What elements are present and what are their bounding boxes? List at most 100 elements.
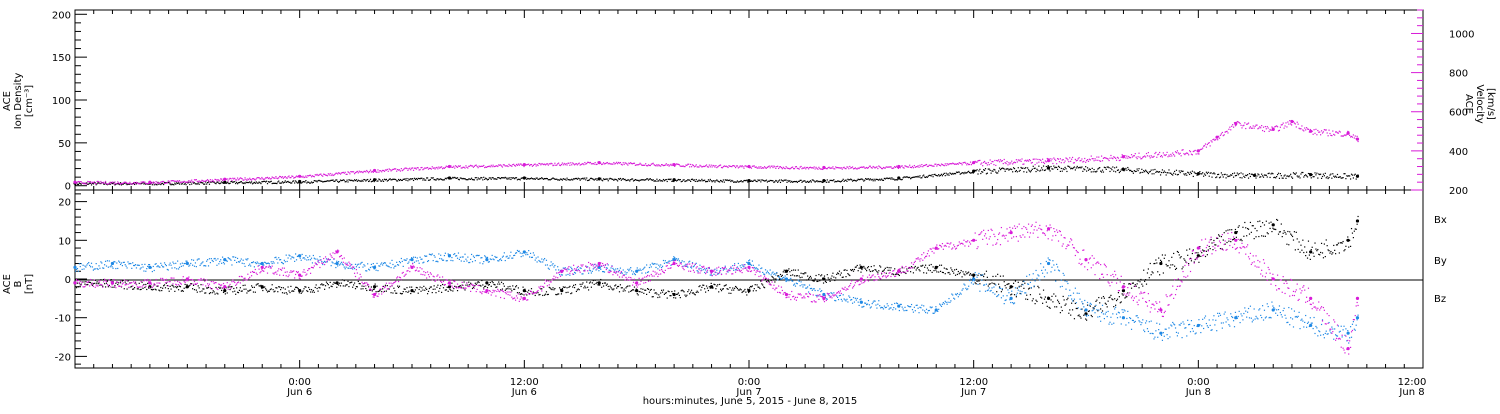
- bx-dot: [174, 291, 175, 292]
- bx-dot: [1263, 236, 1264, 237]
- velocity-dot: [1264, 131, 1265, 132]
- bx-dot: [894, 268, 895, 269]
- bx-dot: [878, 270, 879, 271]
- bx-dot: [1064, 305, 1065, 306]
- velocity-dot: [1348, 131, 1349, 132]
- velocity-dot: [792, 167, 793, 168]
- velocity-dot: [863, 166, 864, 167]
- velocity-dot: [1116, 160, 1117, 161]
- velocity-dot: [1244, 122, 1245, 123]
- velocity-dot: [1317, 130, 1318, 131]
- bx-dot: [335, 283, 336, 284]
- bx-dot: [328, 284, 329, 285]
- ion-density-dot: [1277, 174, 1278, 175]
- velocity-dot: [434, 167, 435, 168]
- bx-dot: [422, 289, 423, 290]
- bx-dot: [1236, 237, 1237, 238]
- bx-dot: [1178, 252, 1179, 253]
- ion-density-dot: [1241, 177, 1242, 178]
- bx-dot: [192, 288, 193, 289]
- ion-density-dot: [789, 180, 790, 181]
- bx-dot: [147, 283, 148, 284]
- velocity-dot: [918, 167, 919, 168]
- bx-dot: [493, 282, 494, 283]
- bx-dot: [576, 291, 577, 292]
- velocity-dot: [571, 164, 572, 165]
- bx-dot: [667, 297, 668, 298]
- bx-dot: [1137, 283, 1138, 284]
- velocity-dot: [845, 168, 846, 169]
- bx-dot: [347, 281, 348, 282]
- bx-dot: [1328, 250, 1329, 251]
- bx-dot: [194, 289, 195, 290]
- bx-dot: [1332, 252, 1333, 253]
- velocity-dot: [1308, 129, 1309, 130]
- bx-dot: [1286, 244, 1287, 245]
- bx-dot: [1257, 221, 1258, 222]
- velocity-dot: [1067, 159, 1068, 160]
- bx-dot: [672, 293, 673, 294]
- ion-density-dot: [397, 180, 398, 181]
- velocity-dot: [600, 163, 601, 164]
- by-dot: [380, 264, 381, 265]
- bx-dot: [699, 285, 700, 286]
- velocity-dot: [1052, 163, 1053, 164]
- ion-density-dot: [851, 179, 852, 180]
- bx-dot: [1226, 242, 1227, 243]
- by-dot: [163, 266, 164, 267]
- bx-dot: [340, 285, 341, 286]
- bx-dot: [654, 289, 655, 290]
- velocity-dot: [337, 173, 338, 174]
- velocity-dot: [214, 181, 215, 182]
- velocity-dot: [384, 171, 385, 172]
- ion-density-dot: [632, 178, 633, 179]
- bx-dot: [1168, 260, 1169, 261]
- by-dot: [346, 263, 347, 264]
- velocity-dot: [412, 167, 413, 168]
- ion-density-dot: [978, 170, 979, 171]
- bx-dot: [867, 267, 868, 268]
- bx-dot: [1242, 227, 1243, 228]
- bx-dot: [394, 290, 395, 291]
- bx-dot: [467, 284, 468, 285]
- bx-dot: [544, 295, 545, 296]
- velocity-dot: [209, 181, 210, 182]
- bx-dot: [1164, 258, 1165, 259]
- bx-dot: [169, 291, 170, 292]
- velocity-dot: [735, 167, 736, 168]
- by-dot: [110, 266, 111, 267]
- bx-dot: [1047, 306, 1048, 307]
- by-dot: [244, 266, 245, 267]
- by-dot: [308, 259, 309, 260]
- by-dot: [227, 261, 228, 262]
- bx-dot: [361, 288, 362, 289]
- bx-dot: [935, 269, 936, 270]
- velocity-dot: [228, 180, 229, 181]
- bx-dot: [1005, 287, 1006, 288]
- velocity-dot: [492, 166, 493, 167]
- bx-dot: [1248, 229, 1249, 230]
- bx-dot: [1036, 301, 1037, 302]
- ion-density-dot: [1033, 166, 1034, 167]
- velocity-dot: [1268, 127, 1269, 128]
- bx-dot: [1239, 225, 1240, 226]
- velocity-dot: [96, 183, 97, 184]
- ion-density-dot: [459, 179, 460, 180]
- ion-density-dot: [1174, 171, 1175, 172]
- bx-dot: [1024, 283, 1025, 284]
- bx-dot: [693, 292, 694, 293]
- ion-density-dot: [927, 177, 928, 178]
- ion-density-dot: [493, 177, 494, 178]
- velocity-dot: [1241, 127, 1242, 128]
- velocity-dot: [377, 169, 378, 170]
- bx-dot: [142, 288, 143, 289]
- bx-dot: [120, 282, 121, 283]
- by-dot: [87, 263, 88, 264]
- bx-dot: [1344, 249, 1345, 250]
- ion-density-dot: [919, 175, 920, 176]
- bx-dot: [289, 292, 290, 293]
- bx-dot: [1108, 301, 1109, 302]
- ion-density-dot: [968, 171, 969, 172]
- by-dot: [141, 267, 142, 268]
- velocity-dot: [1048, 158, 1049, 159]
